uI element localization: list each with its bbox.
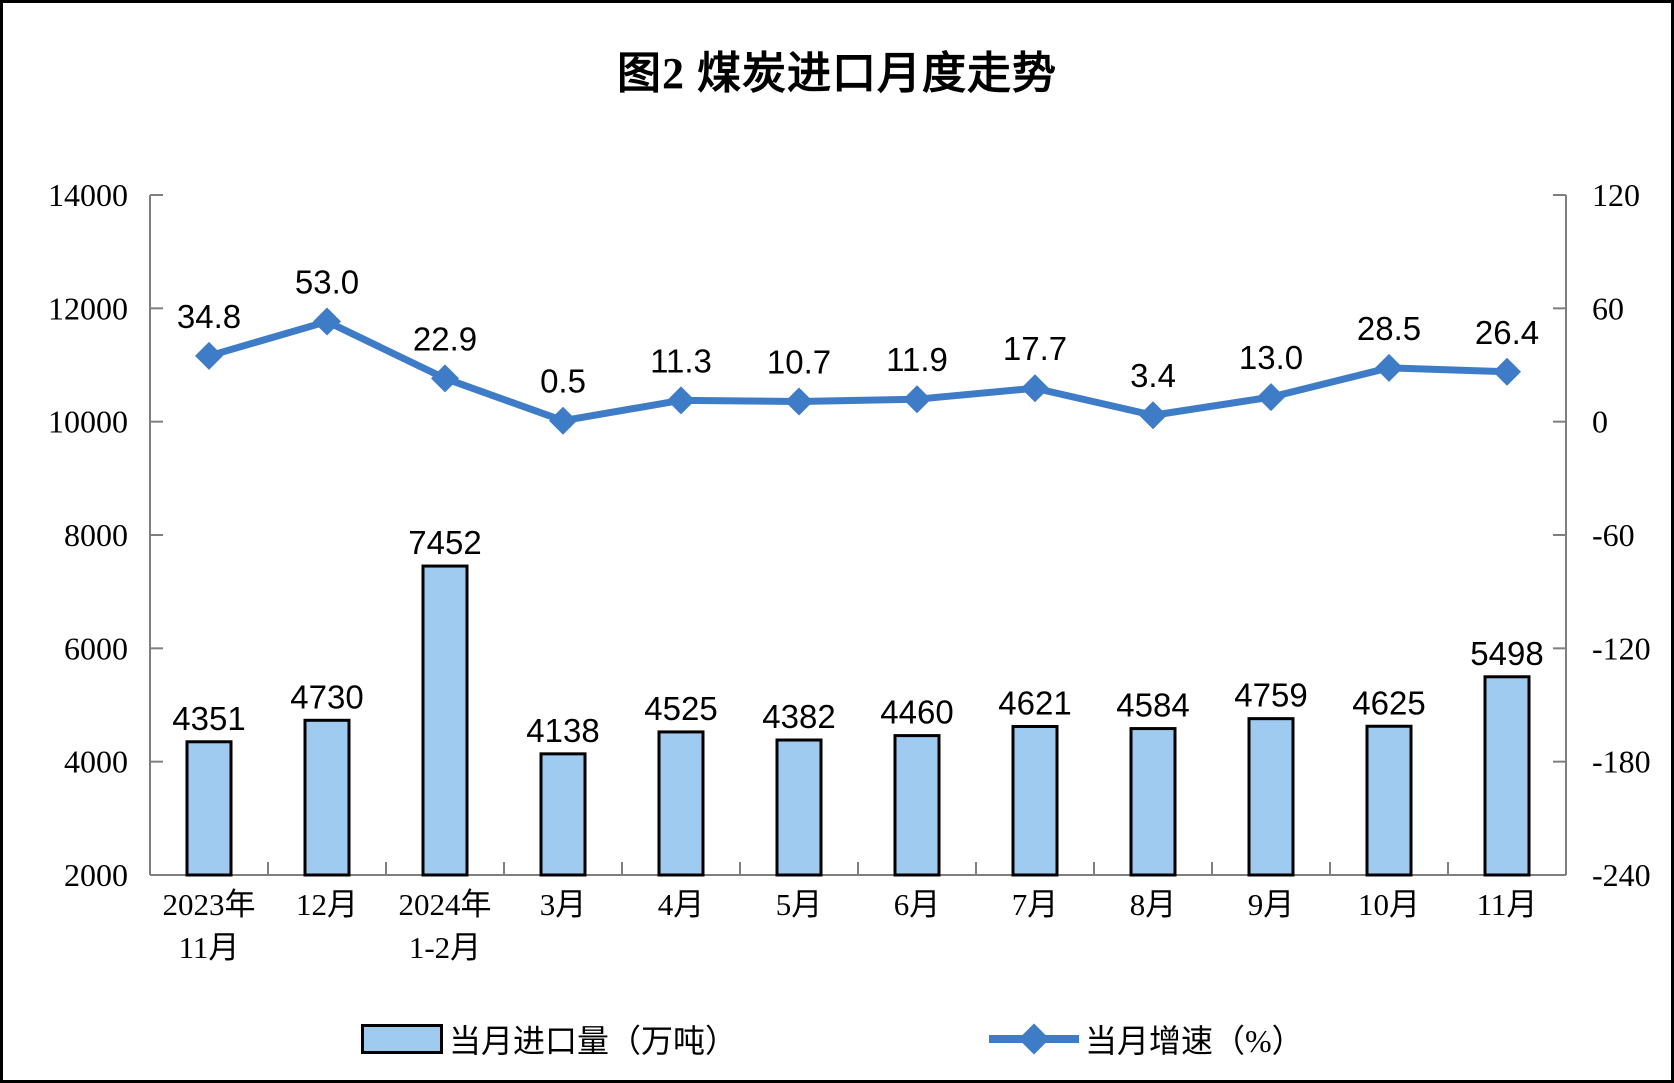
bar — [185, 740, 233, 877]
line-marker-diamond — [549, 406, 577, 435]
bar-value-label: 4460 — [880, 694, 953, 731]
bar-value-label: 4621 — [998, 684, 1071, 721]
y-axis-right-tick-label: 0 — [1592, 404, 1608, 440]
bar-value-label: 4138 — [526, 712, 599, 749]
bar — [1129, 727, 1177, 877]
x-axis-label: 10月 — [1358, 887, 1420, 922]
y-axis-left-tick-label: 2000 — [64, 857, 128, 893]
bar-value-label: 5498 — [1470, 635, 1543, 672]
bar-value-label: 7452 — [408, 524, 481, 561]
line-value-label: 11.9 — [886, 341, 948, 378]
legend-item-growth: 当月增速（%） — [989, 1013, 1304, 1065]
x-axis-label: 6月 — [894, 887, 941, 922]
x-axis-label: 2024年 — [399, 887, 492, 922]
line-value-label: 26.4 — [1475, 314, 1539, 351]
line-diamond-swatch-icon — [989, 1023, 1079, 1055]
y-axis-right-tick-label: 60 — [1592, 290, 1624, 326]
y-axis-left-tick-label: 10000 — [48, 404, 128, 440]
x-axis-label: 11月 — [179, 930, 240, 965]
chart-title: 图2 煤炭进口月度走势 — [617, 49, 1057, 98]
line-marker-diamond — [785, 387, 813, 416]
bar-value-label: 4584 — [1116, 687, 1189, 724]
x-axis-label: 9月 — [1248, 887, 1295, 922]
y-axis-right-tick-label: -60 — [1592, 517, 1635, 553]
line-marker-diamond — [313, 307, 341, 336]
line-marker-diamond — [1257, 383, 1285, 412]
x-axis-label: 11月 — [1477, 887, 1538, 922]
y-axis-left-tick-label: 12000 — [48, 290, 128, 326]
y-axis-right-tick-label: -120 — [1592, 630, 1651, 666]
x-axis-label: 2023年 — [163, 887, 256, 922]
legend-label-growth: 当月增速（%） — [1085, 1023, 1304, 1059]
bar-value-label: 4759 — [1234, 677, 1307, 714]
x-axis-label: 5月 — [776, 887, 823, 922]
x-axis-label: 4月 — [658, 887, 705, 922]
line-value-label: 34.8 — [177, 298, 241, 335]
line-marker-diamond — [1493, 357, 1521, 386]
bar — [775, 738, 823, 877]
legend-label-imports: 当月进口量（万吨） — [449, 1023, 738, 1059]
x-axis-label: 7月 — [1012, 887, 1059, 922]
bar-swatch-icon — [361, 1024, 443, 1054]
x-axis-label: 3月 — [540, 887, 587, 922]
y-axis-left-tick-label: 4000 — [64, 744, 128, 780]
line-marker-diamond — [195, 341, 223, 370]
bar — [657, 730, 705, 877]
y-axis-left-tick-label: 14000 — [48, 177, 128, 213]
x-axis-label: 1-2月 — [409, 930, 481, 965]
line-value-label: 11.3 — [650, 342, 712, 379]
line-marker-diamond — [431, 364, 459, 393]
bar-value-label: 4525 — [644, 690, 717, 727]
y-axis-right-tick-label: -240 — [1592, 857, 1651, 893]
line-value-label: 22.9 — [413, 320, 477, 357]
bar — [421, 564, 469, 877]
line-value-label: 3.4 — [1130, 357, 1176, 394]
y-axis-right-tick-label: 120 — [1592, 177, 1640, 213]
bar-value-label: 4730 — [290, 678, 363, 715]
line-value-label: 0.5 — [540, 363, 586, 400]
bar — [1365, 724, 1413, 877]
line-value-label: 53.0 — [295, 264, 359, 301]
bar — [303, 718, 351, 877]
y-axis-left-tick-label: 8000 — [64, 517, 128, 553]
line-marker-diamond — [1021, 374, 1049, 403]
line-value-label: 13.0 — [1239, 339, 1303, 376]
bar-value-label: 4625 — [1352, 684, 1425, 721]
line-marker-diamond — [903, 385, 931, 414]
chart-plot-area: 14000 12000 10000 8000 6000 4000 2000 120 60 0 -60… — [48, 177, 1651, 965]
bar — [1247, 717, 1295, 877]
line-marker-diamond — [1375, 353, 1403, 382]
x-axis-label: 12月 — [296, 887, 358, 922]
bar — [1011, 724, 1059, 877]
line-value-label: 28.5 — [1357, 310, 1421, 347]
y-axis-left-tick-label: 6000 — [64, 630, 128, 666]
bar — [539, 752, 587, 877]
bar-value-label: 4351 — [172, 700, 245, 737]
line-value-label: 17.7 — [1003, 330, 1067, 367]
bar — [1483, 675, 1531, 877]
line-marker-diamond — [1139, 401, 1167, 430]
y-axis-right-tick-label: -180 — [1592, 744, 1651, 780]
line-value-label: 10.7 — [767, 343, 831, 380]
growth-line — [205, 318, 1511, 425]
x-axis-label: 8月 — [1130, 887, 1177, 922]
legend-item-imports: 当月进口量（万吨） — [361, 1013, 737, 1065]
bar-value-label: 4382 — [762, 698, 835, 735]
line-marker-diamond — [667, 386, 695, 415]
bar — [893, 734, 941, 877]
